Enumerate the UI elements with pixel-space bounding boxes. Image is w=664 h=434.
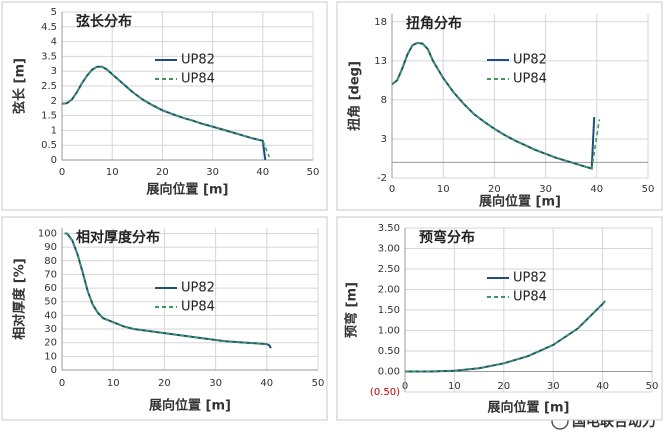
- panel-border: [336, 216, 663, 421]
- y-tick-label: 3.00: [378, 244, 400, 255]
- chart-title: 弦长分布: [76, 13, 132, 30]
- x-tick-label: 20: [488, 184, 501, 195]
- y-tick-label: 2.5: [41, 81, 57, 92]
- series-line: [61, 66, 271, 158]
- x-tick-label: 10: [437, 184, 450, 195]
- x-tick-label: 50: [307, 167, 320, 178]
- legend-label: UP84: [513, 290, 547, 305]
- chart-title: 扭角分布: [406, 15, 462, 32]
- x-tick-label: 20: [497, 381, 510, 392]
- x-tick-label: 20: [156, 167, 169, 178]
- y-tick-label: 0: [51, 365, 57, 376]
- y-tick-label: 60: [44, 283, 57, 294]
- y-tick-label: 20: [44, 338, 57, 349]
- y-tick-label: 2: [51, 96, 57, 107]
- y-tick-label: 0.50: [378, 346, 400, 357]
- x-tick-label: 40: [596, 381, 609, 392]
- x-tick-label: 30: [547, 381, 560, 392]
- y-tick-label: 50: [44, 297, 57, 308]
- y-tick-label: 18: [374, 17, 387, 28]
- y-tick-label: 40: [44, 310, 57, 321]
- chart-title: 预弯分布: [419, 229, 475, 246]
- x-tick-label: 50: [642, 184, 655, 195]
- legend-label: UP82: [181, 281, 215, 296]
- y-tick-label: 3: [51, 66, 57, 77]
- y-axis-label: 预弯 [m]: [344, 282, 360, 338]
- series-line: [64, 232, 270, 347]
- y-tick-label: 30: [44, 324, 57, 335]
- y-tick-label: 1.50: [378, 305, 400, 316]
- x-tick-label: 0: [59, 167, 65, 178]
- legend-label: UP84: [181, 72, 215, 87]
- y-tick-label: 5: [51, 7, 57, 18]
- y-tick-label: 10: [44, 351, 57, 362]
- y-tick-label: 2.50: [378, 264, 400, 275]
- x-axis-label: 展向位置 [m]: [488, 400, 570, 416]
- panel-border: [336, 1, 663, 211]
- x-axis-label: 展向位置 [m]: [149, 398, 231, 414]
- legend-label: UP84: [181, 300, 215, 315]
- y-tick-label: -2: [377, 173, 387, 184]
- x-tick-label: 50: [312, 378, 325, 389]
- y-tick-label: 2.00: [378, 285, 400, 296]
- x-tick-label: 30: [206, 167, 219, 178]
- x-tick-label: 50: [646, 381, 659, 392]
- y-tick-label: 90: [44, 242, 57, 253]
- y-tick-label: 0.00: [378, 367, 400, 378]
- y-axis-label: 扭角 [deg]: [347, 61, 363, 131]
- y-tick-label: 0.5: [41, 140, 57, 151]
- y-tick-label: (0.50): [370, 387, 400, 398]
- y-tick-label: 80: [44, 256, 57, 267]
- x-tick-label: 40: [256, 167, 269, 178]
- x-tick-label: 0: [59, 378, 65, 389]
- y-tick-label: 100: [38, 228, 57, 239]
- y-tick-label: 3: [381, 134, 387, 145]
- x-tick-label: 40: [260, 378, 273, 389]
- y-tick-label: 8: [381, 95, 387, 106]
- y-tick-label: 3.5: [41, 51, 57, 62]
- x-axis-label: 展向位置 [m]: [479, 194, 561, 210]
- series-line: [405, 300, 606, 373]
- y-tick-label: 70: [44, 269, 57, 280]
- x-tick-label: 0: [389, 184, 395, 195]
- x-tick-label: 10: [448, 381, 461, 392]
- x-tick-label: 30: [209, 378, 222, 389]
- y-tick-label: 1.00: [378, 326, 400, 337]
- x-tick-label: 10: [106, 167, 119, 178]
- y-tick-label: 4.5: [41, 22, 57, 33]
- y-tick-label: 13: [374, 56, 387, 67]
- x-tick-label: 20: [158, 378, 171, 389]
- y-tick-label: 0: [51, 155, 57, 166]
- y-tick-label: 1.5: [41, 111, 57, 122]
- legend-label: UP84: [513, 72, 547, 87]
- y-axis-label: 相对厚度 [%]: [12, 258, 28, 339]
- x-axis-label: 展向位置 [m]: [147, 182, 229, 198]
- legend-label: UP82: [513, 271, 547, 286]
- chart-title: 相对厚度分布: [76, 229, 160, 246]
- y-tick-label: 1: [51, 125, 57, 136]
- x-tick-label: 10: [107, 378, 120, 389]
- series-line: [391, 42, 601, 170]
- legend-label: UP82: [513, 53, 547, 68]
- panel-border: [1, 1, 328, 211]
- x-tick-label: 40: [590, 184, 603, 195]
- legend-label: UP82: [181, 53, 215, 68]
- y-axis-label: 弦长 [m]: [12, 58, 28, 114]
- y-tick-label: 3.50: [378, 223, 400, 234]
- y-tick-label: 4: [51, 37, 57, 48]
- x-tick-label: 30: [539, 184, 552, 195]
